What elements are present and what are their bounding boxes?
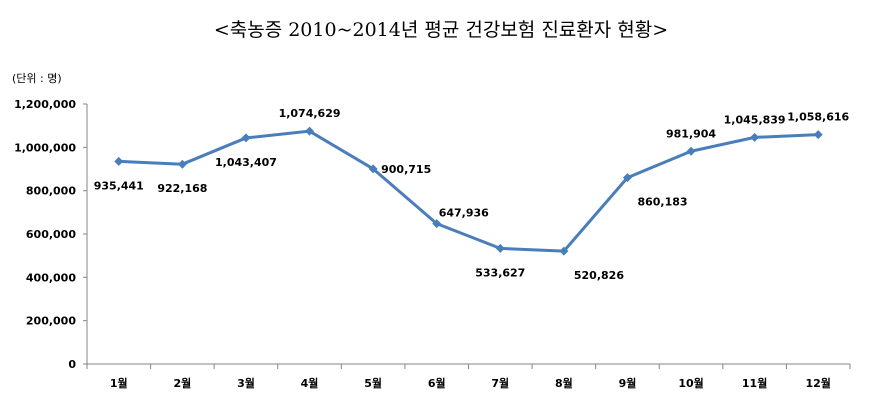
- x-tick-label: 5월: [364, 376, 382, 390]
- data-label: 935,441: [94, 179, 144, 192]
- data-label: 1,058,616: [787, 111, 849, 124]
- data-label: 1,043,407: [215, 156, 277, 169]
- x-tick-label: 10월: [678, 376, 703, 390]
- data-label: 520,826: [574, 269, 624, 282]
- data-point: [368, 164, 378, 174]
- x-tick-label: 6월: [428, 376, 446, 390]
- data-label: 533,627: [475, 266, 525, 279]
- x-tick-label: 8월: [555, 376, 573, 390]
- data-point: [114, 156, 124, 166]
- unit-label: (단위 : 명): [12, 72, 62, 85]
- data-label: 981,904: [666, 127, 716, 140]
- y-tick-label: 800,000: [26, 185, 76, 198]
- y-tick-label: 0: [68, 358, 76, 371]
- data-point: [813, 130, 823, 140]
- data-point: [241, 133, 251, 143]
- x-tick-label: 3월: [237, 376, 255, 390]
- y-tick-label: 600,000: [26, 228, 76, 241]
- x-tick-label: 12월: [805, 376, 830, 390]
- data-point: [559, 246, 569, 256]
- y-tick-label: 1,000,000: [14, 141, 76, 154]
- x-tick-label: 9월: [619, 376, 637, 390]
- data-label: 900,715: [381, 163, 431, 176]
- x-tick-label: 4월: [301, 376, 319, 390]
- data-label: 1,045,839: [724, 113, 786, 126]
- data-point: [177, 159, 187, 169]
- x-tick-label: 1월: [110, 376, 128, 390]
- y-tick-label: 200,000: [26, 315, 76, 328]
- x-tick-label: 7월: [491, 376, 509, 390]
- data-label: 647,936: [439, 207, 489, 220]
- data-point: [305, 126, 315, 136]
- data-label: 922,168: [157, 182, 207, 195]
- data-point: [750, 132, 760, 142]
- chart-title: <축농증 2010~2014년 평균 건강보험 진료환자 현황>: [214, 19, 668, 41]
- y-tick-label: 1,200,000: [14, 98, 76, 111]
- series-line: [118, 129, 819, 253]
- data-point: [686, 146, 696, 156]
- y-tick-label: 400,000: [26, 271, 76, 284]
- data-label: 1,074,629: [279, 107, 341, 120]
- data-point: [432, 219, 442, 229]
- data-point: [495, 243, 505, 253]
- data-point: [622, 173, 632, 183]
- data-label: 860,183: [637, 196, 687, 209]
- x-tick-label: 2월: [173, 376, 191, 390]
- x-tick-label: 11월: [742, 376, 767, 390]
